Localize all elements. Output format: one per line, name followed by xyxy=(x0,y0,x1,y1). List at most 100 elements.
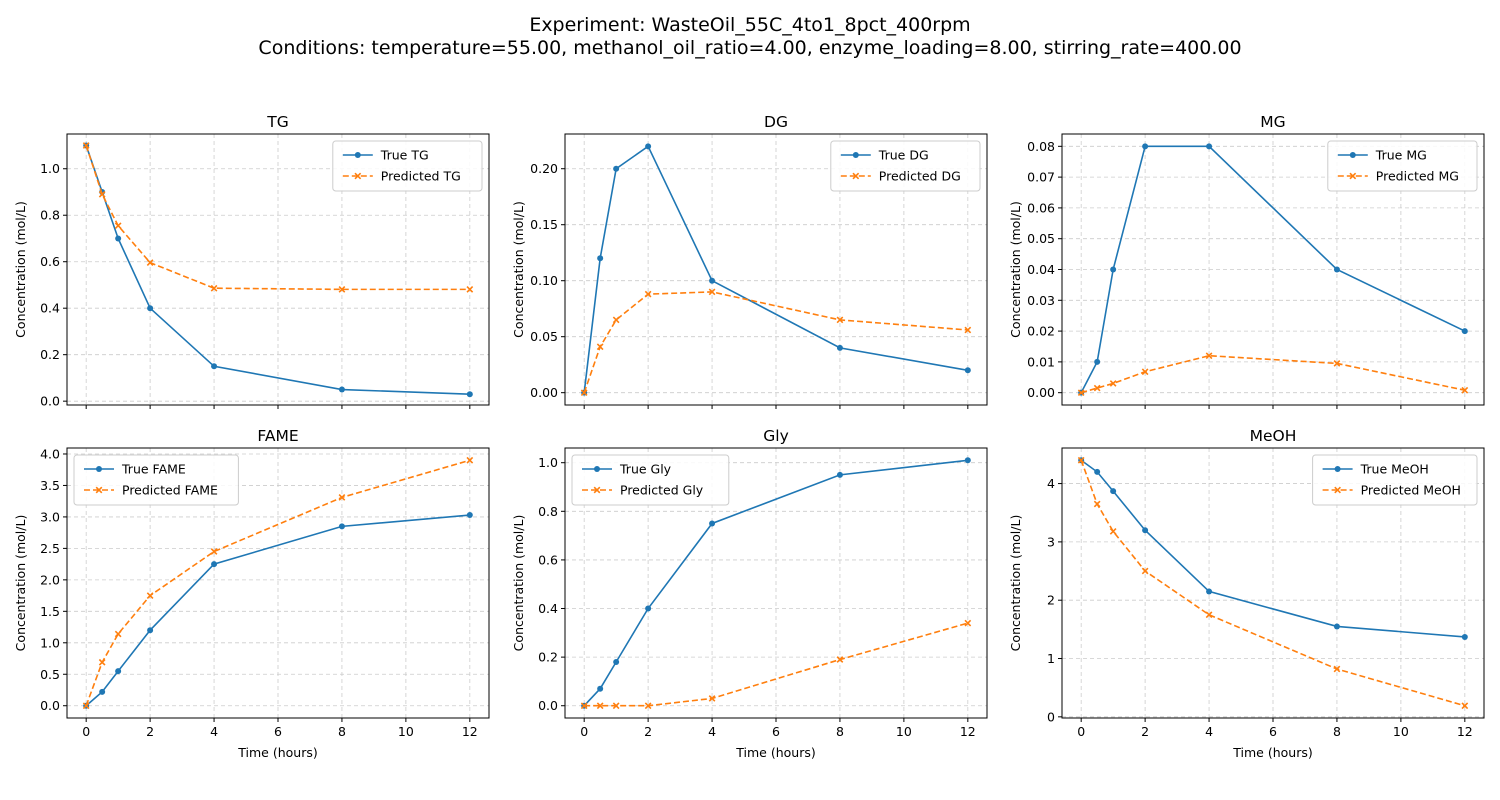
series-predicted xyxy=(1077,456,1469,710)
legend-label: Predicted TG xyxy=(381,169,461,184)
x-tick-label: 6 xyxy=(772,724,780,739)
data-point xyxy=(836,316,844,324)
data-point xyxy=(1142,143,1149,150)
data-point xyxy=(1206,588,1213,595)
data-point xyxy=(1141,368,1149,376)
data-point xyxy=(147,627,154,634)
subplot-title: TG xyxy=(266,113,288,131)
x-tick-label: 8 xyxy=(836,724,844,739)
y-axis-label: Concentration (mol/L) xyxy=(511,515,526,652)
legend-marker xyxy=(95,486,103,494)
data-point xyxy=(1333,623,1340,630)
data-point xyxy=(709,277,716,284)
y-tick-label: 2.5 xyxy=(40,541,60,556)
x-tick-label: 0 xyxy=(1077,724,1085,739)
series-predicted xyxy=(580,288,972,397)
y-tick-label: 0.4 xyxy=(40,301,60,316)
data-point xyxy=(709,520,716,527)
data-point xyxy=(612,316,620,324)
legend-box xyxy=(571,454,730,506)
data-point xyxy=(338,286,346,293)
y-tick-label: 0.0 xyxy=(538,698,558,713)
legend-marker xyxy=(852,172,860,180)
legend-box xyxy=(830,140,981,192)
subplot-title: DG xyxy=(764,113,788,131)
x-tick-label: 10 xyxy=(896,724,912,739)
data-point xyxy=(82,702,90,710)
data-point xyxy=(836,471,843,478)
data-point xyxy=(98,658,106,666)
x-axis-label: Time (hours) xyxy=(735,745,815,760)
data-point xyxy=(1333,266,1340,273)
data-point xyxy=(1461,702,1469,710)
data-point xyxy=(210,284,218,292)
data-point xyxy=(1333,665,1341,673)
data-point xyxy=(708,288,716,296)
data-point xyxy=(338,386,345,393)
y-tick-label: 0.01 xyxy=(1027,354,1055,369)
data-point xyxy=(597,255,604,262)
data-point xyxy=(708,695,716,702)
data-point xyxy=(1093,500,1101,508)
subplot-fame: 0 2 4 6 8 10 12 0.0 0.5 1.0 1.5 2.0 2.5 3.0 3.5 4.0 FAME… xyxy=(13,427,490,760)
y-tick-label: 4.0 xyxy=(40,446,60,461)
y-tick-label: 0.6 xyxy=(40,254,60,269)
data-point xyxy=(644,702,652,710)
x-tick-label: 10 xyxy=(1393,724,1409,739)
legend-label: True MeOH xyxy=(1360,462,1429,477)
y-tick-label: 0.6 xyxy=(538,552,558,567)
data-point xyxy=(338,494,346,501)
y-axis-label: Concentration (mol/L) xyxy=(1008,201,1023,338)
data-point xyxy=(1110,266,1117,273)
legend-marker xyxy=(1349,152,1356,158)
data-point xyxy=(1093,384,1101,392)
y-tick-label: 0.03 xyxy=(1027,293,1055,308)
data-point xyxy=(210,548,218,555)
data-point xyxy=(338,523,345,530)
data-point xyxy=(1141,567,1149,575)
legend-label: True MG xyxy=(1375,148,1427,163)
x-tick-label: 6 xyxy=(1269,724,1277,739)
x-tick-label: 0 xyxy=(82,724,90,739)
y-tick-label: 0.8 xyxy=(40,208,60,223)
data-point xyxy=(836,656,844,663)
y-axis-label: Concentration (mol/L) xyxy=(13,515,28,652)
x-tick-label: 4 xyxy=(708,724,716,739)
data-point xyxy=(964,457,971,464)
y-tick-label: 0.4 xyxy=(538,601,558,616)
data-point xyxy=(115,235,122,242)
series-predicted xyxy=(1077,352,1469,397)
data-point xyxy=(580,389,588,397)
data-point xyxy=(596,702,604,710)
data-point xyxy=(82,142,90,149)
legend-label: Predicted DG xyxy=(879,169,961,184)
figure-title-line2: Conditions: temperature=55.00, methanol_… xyxy=(258,37,1241,59)
legend-label: True Gly xyxy=(619,462,672,477)
legend: True TG Predicted TG xyxy=(332,140,483,192)
data-point xyxy=(466,456,474,464)
subplot-title: MG xyxy=(1260,113,1285,131)
legend-label: True FAME xyxy=(121,462,186,477)
legend-marker xyxy=(594,466,600,472)
x-tick-label: 2 xyxy=(146,724,154,739)
y-tick-label: 0.07 xyxy=(1027,170,1055,185)
data-point xyxy=(964,619,972,627)
data-point xyxy=(613,658,620,665)
legend-marker xyxy=(593,486,601,494)
y-tick-label: 3.0 xyxy=(40,509,60,524)
data-point xyxy=(1205,352,1213,360)
y-tick-label: 2.0 xyxy=(40,572,60,587)
x-axis-label: Time (hours) xyxy=(237,745,317,760)
subplot-mg: 0.00 0.01 0.02 0.03 0.04 0.05 0.06 0.07 0.08 MG Co… xyxy=(1008,113,1485,409)
data-point xyxy=(1142,527,1149,534)
data-point xyxy=(964,367,971,374)
data-point xyxy=(146,592,154,599)
legend: True MeOH Predicted MeOH xyxy=(1312,454,1478,506)
x-tick-label: 12 xyxy=(960,724,976,739)
y-tick-label: 0.20 xyxy=(530,161,558,176)
data-point xyxy=(836,344,843,351)
legend-box xyxy=(1312,454,1478,506)
y-tick-label: 1.0 xyxy=(40,635,60,650)
y-tick-label: 0.04 xyxy=(1027,262,1055,277)
